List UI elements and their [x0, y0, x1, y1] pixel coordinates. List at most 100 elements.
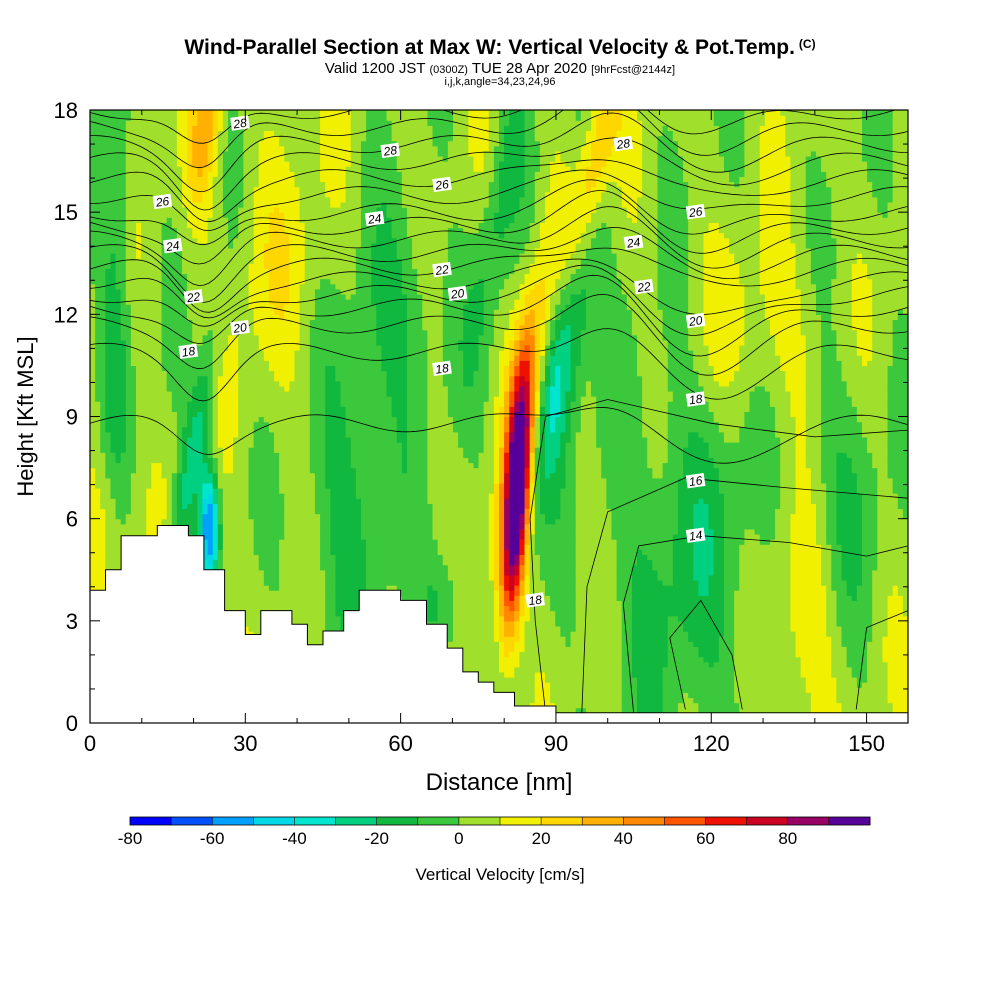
y-tick-label: 3 [66, 609, 78, 634]
isentrope-line [90, 112, 908, 193]
isentrope-label-text: 28 [232, 116, 248, 132]
isentrope-line [90, 169, 908, 232]
isentrope-label-text: 24 [164, 238, 180, 254]
isentrope-line [90, 179, 908, 246]
isentrope-label-text: 18 [435, 361, 450, 377]
y-tick-label: 18 [54, 98, 78, 123]
isentrope-label: 18 [432, 360, 452, 377]
isentrope-label-text: 18 [688, 392, 703, 408]
isentrope-label-text: 16 [688, 473, 703, 489]
isentrope-label-text: 18 [528, 592, 543, 608]
colorbar-swatch [746, 817, 789, 825]
isentrope-line [90, 258, 908, 319]
chart-subtitle: Valid 1200 JST (0300Z) TUE 28 Apr 2020 [… [0, 60, 1000, 77]
isentrope-line [90, 206, 908, 286]
isentrope-label: 22 [432, 261, 452, 278]
y-tick-label: 0 [66, 711, 78, 736]
isentrope-label: 22 [183, 289, 204, 305]
colorbar-swatch [664, 817, 707, 825]
y-tick-label: 9 [66, 405, 78, 430]
isentrope-line [669, 599, 743, 710]
axes: 0 30 60 90 120 150 0 3 6 9 12 15 18 [54, 98, 908, 756]
colorbar-swatch [787, 817, 830, 825]
isentrope-label-text: 26 [434, 177, 450, 193]
colorbar-swatch [705, 817, 748, 825]
x-axis-label: Distance [nm] [426, 769, 573, 796]
isentrope-label: 20 [447, 285, 468, 302]
isentrope-label: 22 [634, 278, 654, 295]
valid-time: Valid 1200 JST [324, 60, 426, 77]
colorbar-tick-label: -80 [118, 829, 143, 848]
colorbar-swatch [458, 817, 501, 825]
colorbar-tick-label: -20 [364, 829, 389, 848]
isentrope-line [90, 407, 908, 464]
colorbar-swatch [294, 817, 337, 825]
colorbar-tick-label: 60 [696, 829, 715, 848]
isentrope-line [90, 110, 897, 144]
isentrope-label-text: 24 [366, 211, 382, 227]
grid-indices: i,j,k,angle=34,23,24,96 [444, 76, 556, 88]
colorbar-swatch [171, 817, 213, 825]
isentrope-label: 16 [685, 473, 706, 489]
isentrope-label: 18 [525, 592, 545, 608]
isentrope-line [855, 610, 908, 710]
title-mark: (C) [798, 37, 816, 51]
isentrope-label-text: 20 [232, 320, 248, 336]
isentrope-label-text: 18 [181, 344, 196, 360]
y-tick-label: 12 [54, 302, 78, 327]
isentrope-label: 24 [162, 238, 183, 254]
isentrope-label: 18 [685, 391, 706, 408]
colorbar-tick-label: 20 [532, 829, 551, 848]
isentrope-label: 24 [364, 210, 385, 227]
isentrope-label-text: 20 [687, 313, 703, 329]
colorbar-tick-label: 40 [614, 829, 633, 848]
isentrope-label: 20 [685, 312, 706, 329]
colorbar-swatch [212, 817, 254, 825]
colorbar-swatch [335, 817, 378, 825]
colorbar-tick-label: 0 [454, 829, 463, 848]
isentrope-label-text: 28 [382, 143, 398, 159]
isentrope-line [90, 110, 908, 169]
valid-date: TUE 28 Apr 2020 [471, 60, 587, 77]
y-tick-label: 6 [66, 507, 78, 532]
isentrope-label: 28 [230, 115, 250, 132]
y-axis-label: Height [Kft MSL] [13, 336, 38, 496]
isentrope-line [90, 190, 908, 265]
isentrope-label: 26 [152, 193, 173, 210]
terrain [89, 525, 909, 724]
colorbar-swatch [623, 817, 665, 825]
isentrope-line [90, 137, 908, 211]
isentrope-label: 24 [623, 234, 644, 251]
isentrope-label-text: 22 [185, 289, 201, 305]
colorbar-tick-label: -60 [200, 829, 225, 848]
isentrope-line [581, 477, 908, 713]
isentrope-line [90, 328, 908, 402]
isentrope-line [90, 293, 908, 376]
colorbar-tick-label: 80 [778, 829, 797, 848]
utc-time: (0300Z) [429, 64, 468, 76]
colorbar-swatch [253, 817, 295, 825]
isentrope-label-text: 22 [635, 279, 651, 295]
colorbar-swatch [376, 817, 419, 825]
isentrope-label-text: 20 [449, 286, 465, 302]
isentrope-label: 18 [178, 343, 199, 360]
isentrope-label: 20 [230, 319, 250, 336]
colorbar-swatch [130, 817, 172, 825]
isentrope-label: 26 [432, 176, 452, 193]
colorbar-swatch [541, 817, 583, 825]
x-tick-label: 120 [693, 731, 730, 756]
colorbar-swatch [417, 817, 460, 825]
colorbar-swatch [500, 817, 542, 825]
isentrope-label: 28 [380, 142, 401, 159]
x-tick-label: 90 [544, 731, 568, 756]
forecast-info: [9hrFcst@2144z] [591, 64, 676, 76]
colorbar-tick-label: -40 [282, 829, 307, 848]
isentrope-label-text: 14 [688, 528, 703, 544]
colorbar-swatch [582, 817, 624, 825]
isentrope-label: 28 [613, 135, 634, 152]
x-tick-label: 30 [233, 731, 257, 756]
x-tick-label: 60 [388, 731, 412, 756]
isentrope-line [90, 274, 908, 357]
isentrope-line [90, 264, 908, 336]
